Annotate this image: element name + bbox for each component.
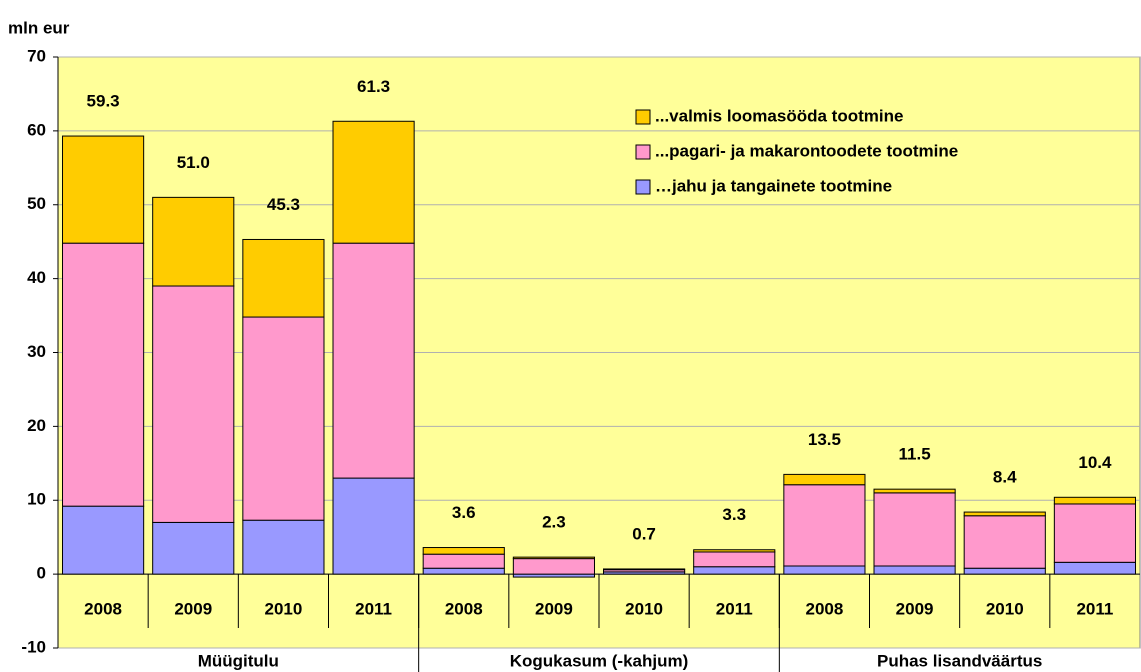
total-label: 2.3: [542, 513, 566, 532]
legend-swatch: [635, 109, 651, 125]
bar-segment: [783, 565, 866, 575]
bar-segment: [603, 568, 686, 571]
x-tick-label: 2011: [355, 599, 392, 618]
total-label: 10.4: [1078, 453, 1112, 472]
group-label: Puhas lisandväärtus: [877, 651, 1042, 670]
bar-segment: [422, 567, 505, 575]
x-tick-label: 2009: [535, 599, 573, 618]
total-label: 51.0: [177, 153, 210, 172]
y-tick-label: 0: [37, 564, 46, 583]
legend-label: ...valmis loomasööda tootmine: [655, 106, 903, 125]
total-label: 3.6: [452, 503, 476, 522]
bar-segment: [693, 566, 776, 575]
total-label: 11.5: [899, 445, 931, 464]
y-tick-label: 10: [27, 490, 46, 509]
bar-segment: [332, 242, 415, 479]
legend-label: …jahu ja tangainete tootmine: [655, 176, 892, 195]
bar-segment: [62, 505, 145, 575]
bar-segment: [783, 484, 866, 567]
x-tick-label: 2010: [265, 599, 303, 618]
bar-segment: [242, 238, 325, 318]
bar-segment: [873, 565, 956, 575]
bar-segment: [512, 558, 595, 575]
total-label: 13.5: [808, 430, 841, 449]
bar-segment: [332, 120, 415, 244]
bar-segment: [1053, 503, 1136, 563]
total-label: 45.3: [267, 195, 300, 214]
x-tick-label: 2009: [174, 599, 212, 618]
y-tick-label: 60: [27, 120, 46, 139]
bar-segment: [1053, 561, 1136, 575]
bar-segment: [1053, 496, 1136, 505]
bar-segment: [873, 492, 956, 567]
y-tick-label: 70: [27, 46, 46, 65]
legend-swatch: [635, 144, 651, 160]
legend-swatch: [635, 179, 651, 195]
x-tick-label: 2010: [986, 599, 1024, 618]
y-tick-label: 20: [27, 416, 46, 435]
bar-segment: [963, 515, 1046, 569]
y-axis-label: mln eur: [8, 18, 70, 37]
total-label: 61.3: [357, 77, 390, 96]
x-tick-label: 2011: [1076, 599, 1113, 618]
total-label: 8.4: [993, 468, 1017, 487]
bar-segment: [62, 135, 145, 244]
x-tick-label: 2011: [716, 599, 753, 618]
bar-segment: [242, 316, 325, 521]
bar-segment: [783, 473, 866, 486]
bar-segment: [332, 477, 415, 575]
legend-label: ...pagari- ja makarontoodete tootmine: [655, 141, 958, 160]
bar-segment: [512, 556, 595, 560]
bar-segment: [693, 549, 776, 553]
x-tick-label: 2009: [896, 599, 934, 618]
bar-segment: [152, 196, 235, 287]
group-label: Kogukasum (-kahjum): [510, 651, 689, 670]
x-tick-label: 2008: [445, 599, 483, 618]
bar-segment: [963, 511, 1046, 517]
x-tick-label: 2008: [84, 599, 122, 618]
bar-segment: [693, 551, 776, 568]
total-label: 3.3: [722, 505, 746, 524]
total-label: 59.3: [87, 92, 120, 111]
x-tick-label: 2010: [625, 599, 663, 618]
group-label: Müügitulu: [198, 651, 279, 670]
y-tick-label: 50: [27, 194, 46, 213]
bar-segment: [873, 488, 956, 494]
bar-segment: [242, 519, 325, 575]
bar-segment: [422, 547, 505, 555]
x-tick-label: 2008: [806, 599, 844, 618]
y-tick-label: 30: [27, 342, 46, 361]
bar-segment: [62, 242, 145, 507]
bar-segment: [152, 285, 235, 523]
total-label: 0.7: [632, 524, 656, 543]
bar-segment: [422, 553, 505, 569]
bar-segment: [152, 521, 235, 575]
bar-segment: [963, 567, 1046, 575]
y-tick-label: -10: [21, 637, 46, 656]
y-tick-label: 40: [27, 268, 46, 287]
